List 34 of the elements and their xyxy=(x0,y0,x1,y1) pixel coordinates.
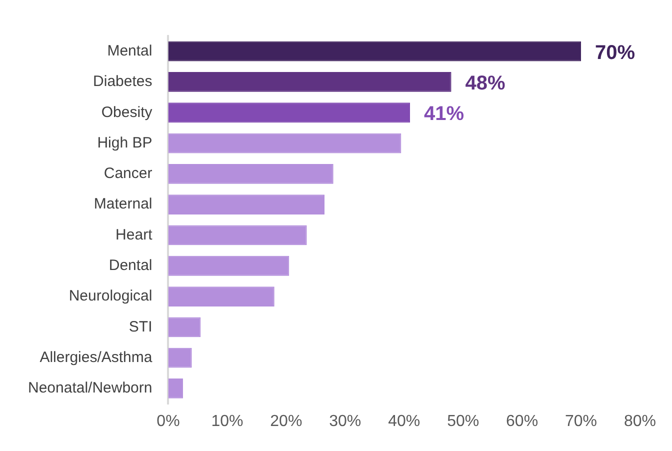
y-tick-label: Maternal xyxy=(94,196,152,213)
bar xyxy=(168,317,201,338)
x-tick-label: 0% xyxy=(156,412,180,430)
x-tick-label: 50% xyxy=(447,412,480,430)
bar xyxy=(168,194,325,215)
y-tick-label: Heart xyxy=(116,226,154,244)
bar xyxy=(168,348,192,368)
bar xyxy=(168,225,307,246)
bar xyxy=(168,102,410,123)
x-tick-label: 20% xyxy=(270,412,302,430)
y-tick-label: Allergies/Asthma xyxy=(40,348,153,366)
x-tick-label: 40% xyxy=(388,412,420,430)
y-tick-label: Mental xyxy=(107,42,152,60)
bar xyxy=(168,72,452,92)
y-tick-label: Dental xyxy=(108,257,152,274)
x-tick-label: 30% xyxy=(329,412,362,430)
x-tick-label: 80% xyxy=(624,412,656,430)
bar xyxy=(168,164,334,184)
y-tick-label: STI xyxy=(128,318,152,336)
data-label: 70% xyxy=(595,42,636,64)
x-tick-label: 70% xyxy=(565,412,598,430)
bar xyxy=(168,133,402,154)
y-tick-label: Diabetes xyxy=(93,73,152,90)
y-tick-label: Obesity xyxy=(101,104,153,121)
data-label: 41% xyxy=(424,103,464,126)
x-tick-label: 10% xyxy=(211,412,244,430)
y-tick-label: High BP xyxy=(97,134,152,152)
bar xyxy=(168,286,274,306)
y-tick-label: Neurological xyxy=(68,288,152,305)
data-label: 48% xyxy=(465,72,506,94)
y-tick-label: Cancer xyxy=(104,165,152,182)
y-tick-label: Neonatal/Newborn xyxy=(28,380,152,397)
bar xyxy=(168,41,582,62)
x-tick-label: 60% xyxy=(506,412,538,430)
